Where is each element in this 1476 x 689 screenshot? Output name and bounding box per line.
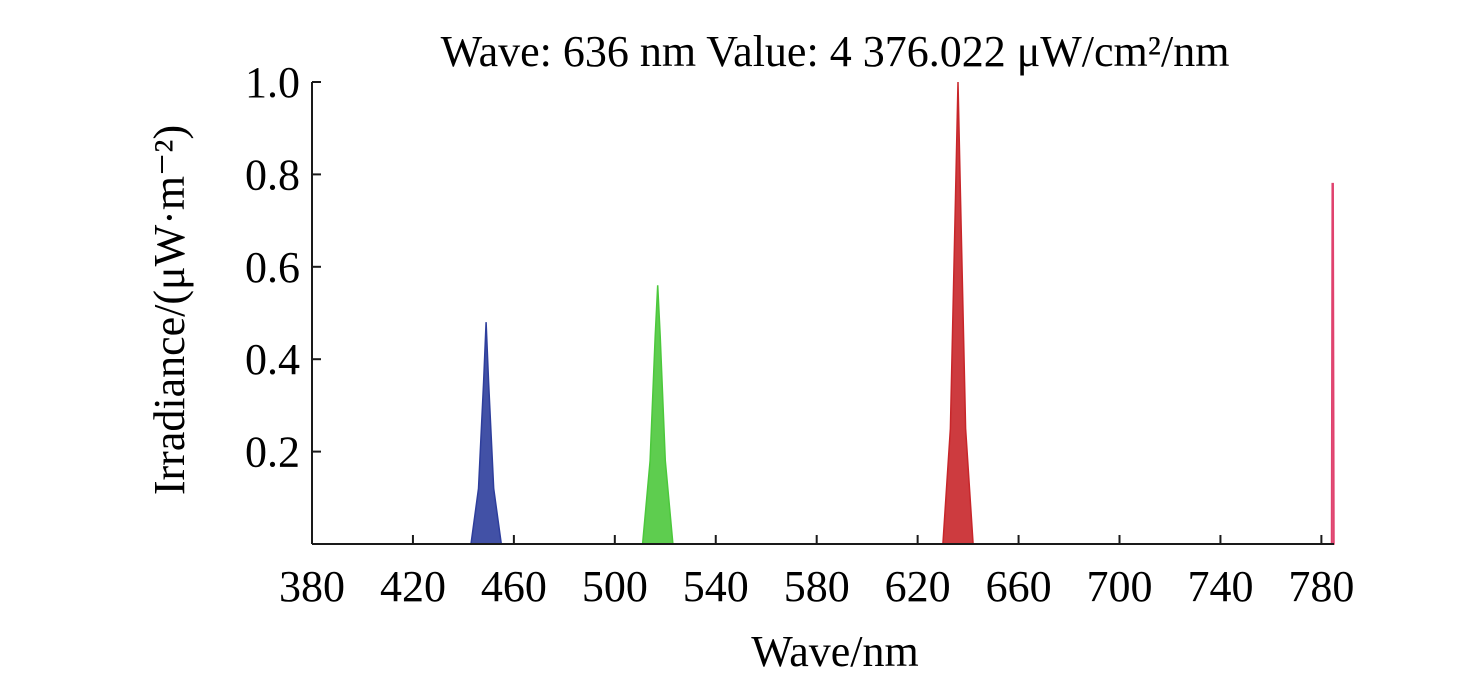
x-tick-label: 620 [885, 562, 951, 611]
x-tick-label: 740 [1187, 562, 1253, 611]
series-layer [470, 81, 1335, 545]
chart-title: Wave: 636 nm Value: 4 376.022 μW/cm²/nm [441, 27, 1230, 76]
y-axis-label: Irradiance/(μW·m⁻²) [145, 125, 194, 495]
x-tick-label: 380 [279, 562, 345, 611]
x-tick-label: 580 [784, 562, 850, 611]
x-tick-label: 780 [1288, 562, 1354, 611]
spectrum-peak-1 [470, 322, 503, 545]
y-ticks: 0.2 0.4 0.6 0.8 1.0 [245, 58, 321, 477]
y-tick-label: 0.6 [245, 243, 300, 292]
x-tick-label: 500 [582, 562, 648, 611]
spectrum-peak-3 [942, 81, 974, 545]
x-axis-label: Wave/nm [751, 627, 919, 676]
y-tick-label: 1.0 [245, 58, 300, 107]
spectrum-peak-2 [641, 285, 674, 545]
x-tick-label: 660 [986, 562, 1052, 611]
x-ticks: 380 420 460 500 540 580 620 660 700 740 780 [279, 535, 1354, 611]
x-tick-label: 460 [481, 562, 547, 611]
x-tick-label: 540 [683, 562, 749, 611]
y-tick-label: 0.4 [245, 335, 300, 384]
x-tick-label: 420 [380, 562, 446, 611]
spectrum-peak-4 [1330, 182, 1335, 545]
x-tick-label: 700 [1087, 562, 1153, 611]
y-tick-label: 0.8 [245, 150, 300, 199]
y-tick-label: 0.2 [245, 428, 300, 477]
